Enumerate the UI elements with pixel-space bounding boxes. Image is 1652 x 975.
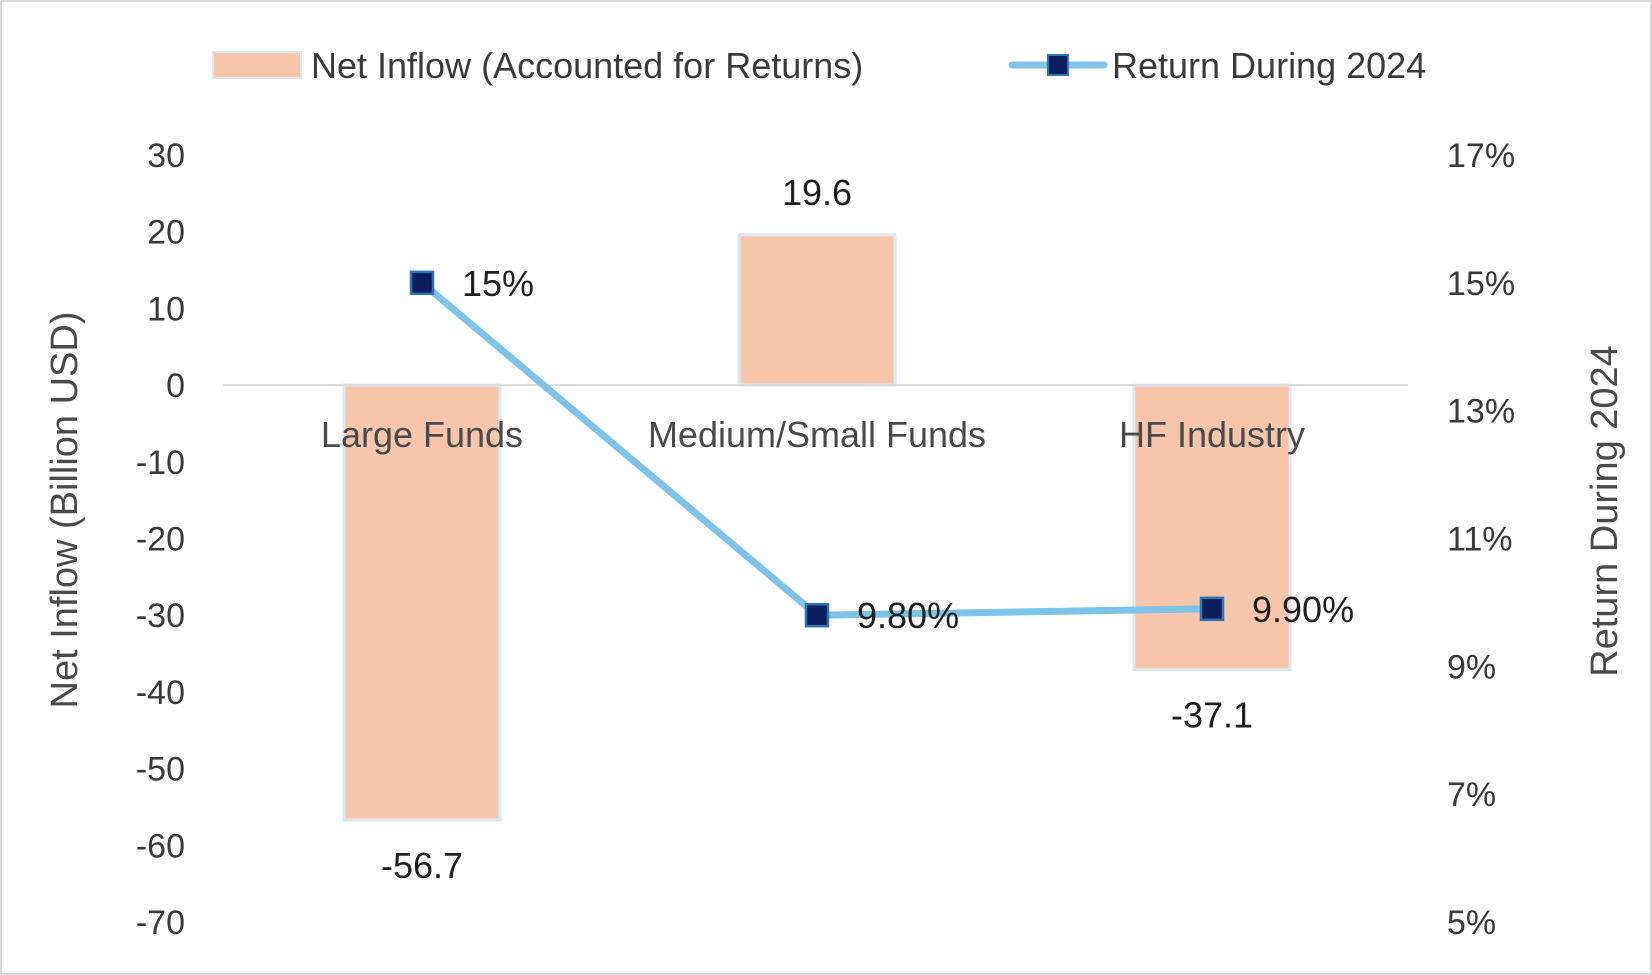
bar-data-label: 19.6	[782, 172, 852, 213]
legend-entry-net-inflow: Net Inflow (Accounted for Returns)	[212, 45, 863, 86]
legend-entry-return: Return During 2024	[1008, 45, 1426, 86]
category-label: HF Industry	[1119, 414, 1305, 455]
y-right-tick-label: 7%	[1447, 776, 1496, 814]
y-right-tick-label: 9%	[1447, 648, 1496, 686]
line-data-label: 9.90%	[1252, 589, 1354, 630]
line-series	[409, 270, 1225, 628]
y-left-tick-label: -50	[136, 751, 185, 789]
bar	[1132, 383, 1292, 672]
y-axis-left-title: Net Inflow (Billion USD)	[44, 312, 86, 709]
bar	[342, 383, 502, 822]
y-right-tick-label: 13%	[1447, 393, 1515, 431]
y-right-tick-label: 11%	[1447, 521, 1513, 559]
bar-data-label: -37.1	[1171, 695, 1253, 736]
y-left-tick-label: -20	[136, 521, 185, 559]
y-axis-right-title: Return During 2024	[1584, 345, 1626, 677]
y-left-tick-label: -10	[136, 444, 185, 482]
category-label: Large Funds	[321, 414, 523, 455]
y-left-tick-label: -60	[136, 827, 185, 865]
line-marker	[1199, 596, 1225, 622]
category-label: Medium/Small Funds	[648, 414, 986, 455]
bar	[737, 233, 897, 387]
line-data-labels: 15% 9.80% 9.90%	[462, 263, 1354, 636]
y-left-tick-label: 10	[147, 290, 185, 328]
category-labels: Large Funds Medium/Small Funds HF Industry	[321, 414, 1305, 455]
y-right-tick-label: 17%	[1447, 137, 1515, 175]
line-data-label: 15%	[462, 263, 534, 304]
y-left-tick-label: -30	[136, 597, 185, 635]
legend: Net Inflow (Accounted for Returns) Retur…	[212, 45, 1426, 86]
legend-label-return: Return During 2024	[1112, 45, 1426, 86]
line-marker	[409, 270, 435, 296]
bar-series	[342, 233, 1292, 822]
legend-marker-swatch	[1047, 54, 1069, 76]
y-axis-left-ticks: 30 20 10 0 -10 -20 -30 -40 -50 -60 -70	[136, 137, 185, 942]
y-left-tick-label: 30	[147, 137, 185, 175]
y-axis-right-ticks: 17% 15% 13% 11% 9% 7% 5%	[1447, 137, 1515, 942]
bar-data-label: -56.7	[381, 845, 463, 886]
line-data-label: 9.80%	[857, 595, 959, 636]
y-left-tick-label: -70	[136, 904, 185, 942]
y-right-tick-label: 15%	[1447, 265, 1515, 303]
y-left-tick-label: 0	[166, 367, 185, 405]
y-left-tick-label: -40	[136, 674, 185, 712]
legend-bar-swatch	[212, 51, 302, 79]
legend-label-net-inflow: Net Inflow (Accounted for Returns)	[311, 45, 863, 86]
line-marker	[804, 602, 830, 628]
y-left-tick-label: 20	[147, 214, 185, 252]
bar-data-labels: -56.7 19.6 -37.1	[381, 172, 1253, 886]
y-right-tick-label: 5%	[1447, 904, 1496, 942]
